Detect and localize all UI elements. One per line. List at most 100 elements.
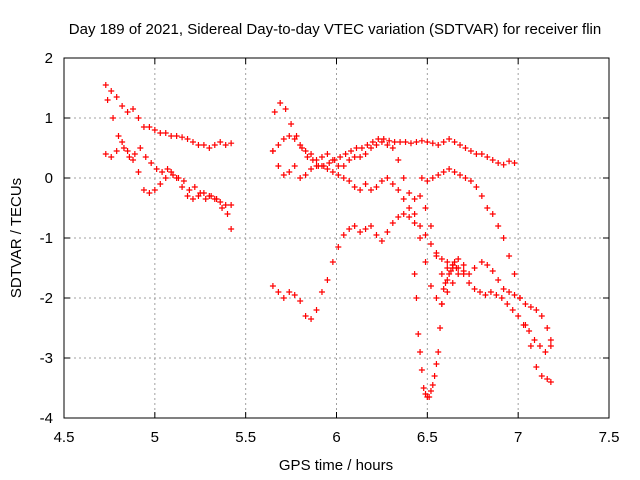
- data-point: [500, 161, 507, 168]
- data-point: [544, 376, 551, 382]
- data-point: [466, 280, 473, 286]
- data-point: [431, 373, 438, 379]
- data-point: [373, 184, 380, 190]
- data-point: [151, 127, 158, 133]
- data-point: [478, 193, 485, 199]
- data-point: [527, 304, 534, 310]
- data-point: [346, 178, 353, 184]
- data-point: [179, 184, 186, 190]
- data-point: [538, 373, 545, 379]
- data-point: [455, 271, 462, 277]
- data-point: [217, 199, 224, 205]
- data-point: [357, 229, 364, 235]
- series-track-d1: [418, 166, 554, 385]
- data-point: [495, 223, 502, 229]
- data-point: [200, 142, 207, 148]
- data-point: [466, 271, 473, 277]
- data-point: [395, 157, 402, 163]
- y-axis-label: SDTVAR / TECUs: [8, 178, 25, 298]
- data-point: [115, 133, 122, 139]
- data-point: [536, 343, 543, 349]
- data-point: [440, 169, 447, 175]
- series-track-b1: [271, 100, 518, 169]
- data-point: [351, 223, 358, 229]
- x-tick-label: 7.5: [599, 429, 620, 446]
- data-point: [511, 160, 518, 166]
- data-point: [348, 148, 355, 154]
- data-point: [417, 193, 424, 199]
- data-point: [179, 134, 186, 141]
- data-point: [418, 175, 425, 181]
- data-point: [164, 166, 171, 172]
- data-point: [378, 238, 385, 244]
- data-point: [489, 157, 496, 163]
- data-point: [142, 154, 149, 160]
- data-point: [500, 235, 507, 241]
- data-point: [126, 154, 133, 160]
- data-point: [291, 136, 298, 142]
- data-point: [433, 295, 440, 301]
- data-point: [304, 154, 311, 160]
- data-point: [500, 286, 507, 292]
- data-point: [446, 136, 453, 142]
- data-point: [538, 313, 545, 319]
- data-point: [184, 136, 191, 142]
- data-point: [368, 223, 375, 229]
- data-point: [340, 175, 347, 181]
- data-point: [153, 166, 160, 172]
- y-tick-labels: -4 -3 -2 -1 0 1 2: [40, 50, 53, 427]
- data-point: [329, 169, 336, 175]
- data-point: [219, 205, 226, 211]
- data-point: [427, 223, 434, 229]
- x-tick-label: 7: [514, 429, 522, 446]
- data-point: [460, 268, 467, 274]
- data-point: [313, 157, 320, 163]
- data-point: [302, 313, 309, 319]
- data-point: [427, 283, 434, 289]
- data-point: [157, 181, 164, 187]
- data-point: [277, 100, 284, 106]
- data-point: [400, 196, 407, 202]
- data-point: [473, 184, 480, 190]
- data-point: [413, 139, 420, 145]
- data-point: [148, 160, 155, 166]
- y-tick-label: 2: [45, 50, 53, 67]
- data-point: [533, 307, 540, 313]
- data-point: [418, 367, 425, 373]
- data-point: [484, 154, 491, 160]
- data-point: [435, 142, 442, 148]
- data-point: [211, 196, 218, 202]
- data-point: [411, 220, 418, 226]
- data-point: [455, 256, 462, 262]
- data-point: [108, 154, 115, 160]
- data-point: [369, 139, 376, 145]
- data-point: [444, 277, 451, 283]
- data-point: [113, 148, 120, 154]
- data-point: [407, 140, 414, 147]
- data-point: [353, 145, 360, 151]
- data-point: [389, 220, 396, 226]
- data-point: [467, 178, 474, 184]
- data-point: [110, 115, 117, 121]
- data-point: [400, 211, 407, 217]
- data-point: [522, 322, 529, 328]
- data-point: [206, 193, 213, 199]
- data-point: [297, 175, 304, 181]
- data-point: [373, 142, 380, 148]
- data-point: [173, 175, 180, 181]
- data-point: [482, 292, 489, 298]
- data-point: [395, 214, 402, 220]
- data-point: [200, 190, 207, 196]
- data-point: [162, 175, 169, 181]
- data-point: [444, 259, 451, 265]
- series-track-d2: [478, 259, 554, 343]
- data-point: [291, 163, 298, 169]
- data-point: [368, 145, 375, 151]
- y-tick-label: -2: [40, 290, 53, 307]
- data-point: [478, 151, 485, 157]
- data-point: [506, 158, 513, 165]
- data-point: [522, 301, 529, 307]
- data-point: [119, 139, 126, 145]
- data-point: [202, 196, 209, 202]
- series-track-a1: [102, 82, 235, 151]
